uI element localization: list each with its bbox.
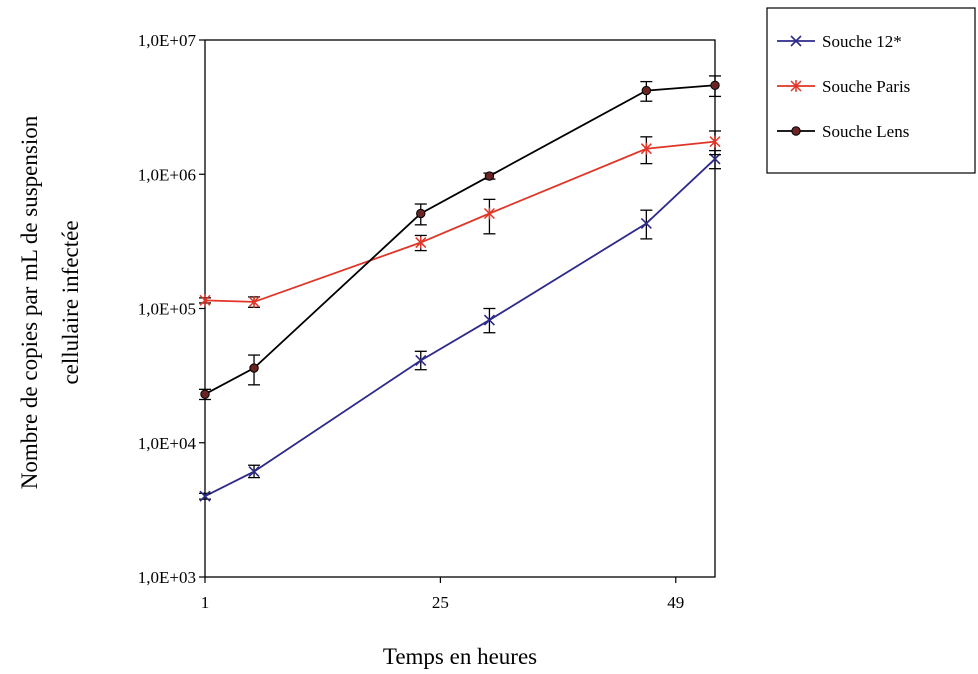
point-marker-stroke	[640, 217, 652, 230]
series-line	[204, 158, 716, 497]
point-marker-circle	[484, 171, 495, 181]
series-1	[199, 130, 721, 308]
y-ticks: 1,0E+03 1,0E+04 1,0E+05 1,0E+06 1,0E+07	[138, 31, 205, 587]
legend-box	[766, 7, 976, 174]
series-0	[199, 149, 721, 502]
legend-entry: Souche Paris	[777, 77, 910, 96]
legend: Souche 12* Souche Paris Souche Lens	[766, 7, 976, 174]
point-marker-circle	[416, 208, 426, 219]
point-marker-stroke	[483, 314, 495, 326]
x-tick-label: 1	[201, 593, 210, 612]
point-marker-stroke	[248, 466, 260, 478]
series-2	[199, 75, 721, 401]
y-tick-label: 1,0E+03	[138, 568, 196, 587]
point-marker-circle	[791, 126, 801, 136]
point-marker-stroke	[709, 153, 721, 165]
x-axis-title: Temps en heures	[383, 644, 537, 669]
point-marker-stroke	[199, 490, 211, 502]
point-marker-stroke	[790, 35, 802, 47]
y-tick-label: 1,0E+04	[138, 434, 197, 453]
legend-entry: Souche 12*	[777, 32, 902, 51]
series-group	[199, 75, 721, 502]
x-tick-label: 25	[432, 593, 449, 612]
point-marker-circle	[249, 363, 259, 373]
point-marker-circle	[710, 80, 720, 90]
y-tick-label: 1,0E+06	[138, 165, 196, 184]
plot-frame	[204, 39, 716, 578]
legend-label: Souche Lens	[822, 122, 909, 141]
x-tick-label: 49	[667, 593, 684, 612]
point-marker-stroke	[415, 354, 427, 367]
y-tick-label: 1,0E+07	[138, 31, 197, 50]
y-axis-title-line-1: Nombre de copies par mL de suspension	[17, 115, 42, 489]
legend-entry: Souche Lens	[777, 122, 909, 141]
legend-label: Souche 12*	[822, 32, 902, 51]
axes-group	[204, 39, 716, 578]
point-marker-circle	[641, 85, 652, 96]
series-line	[204, 140, 716, 303]
y-tick-label: 1,0E+05	[138, 300, 196, 319]
x-ticks: 1 25 49	[201, 577, 684, 612]
point-marker-circle	[200, 389, 210, 399]
series-line	[204, 84, 716, 395]
y-axis-title-line-2: cellulaire infectée	[58, 220, 83, 384]
legend-label: Souche Paris	[822, 77, 910, 96]
